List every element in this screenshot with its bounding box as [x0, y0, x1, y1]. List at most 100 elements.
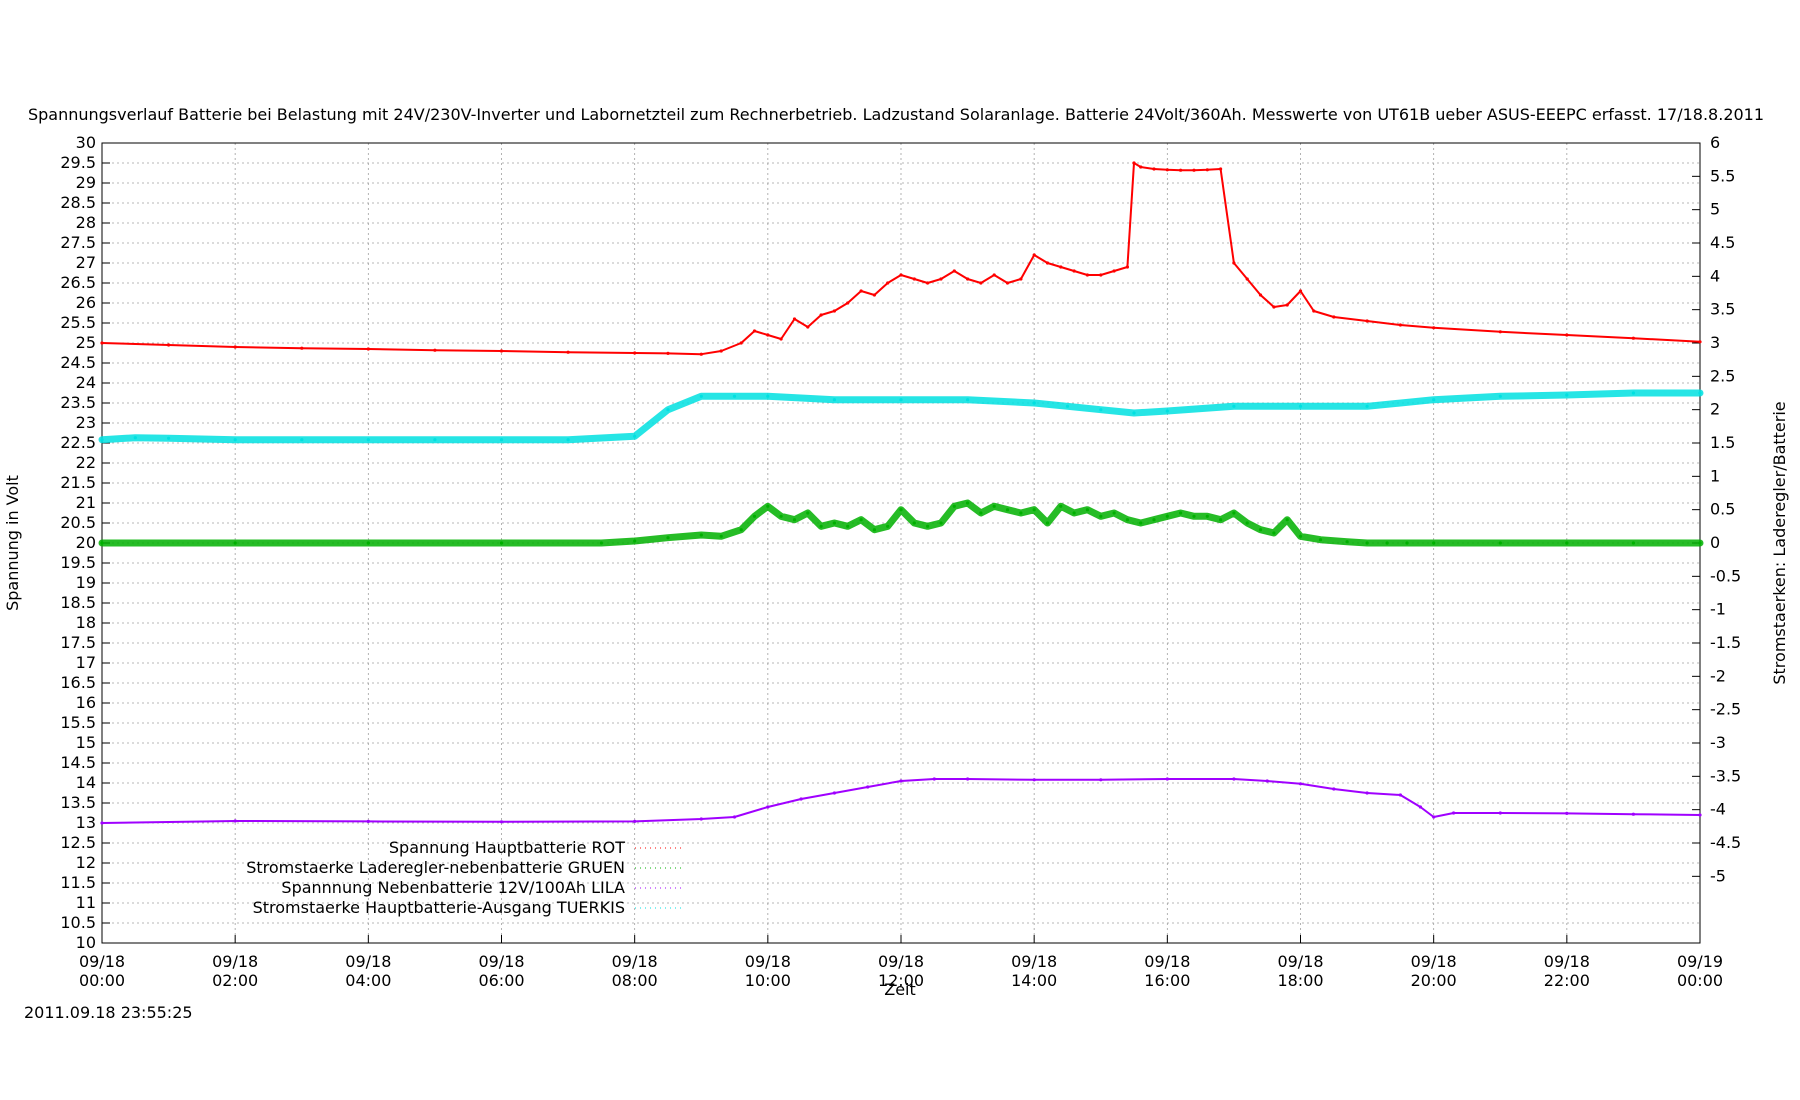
y-axis-label: Spannung in Volt — [3, 475, 22, 611]
data-point — [1631, 391, 1635, 395]
y2-tick-label: 5.5 — [1710, 166, 1735, 185]
y2-tick-label: -4 — [1710, 800, 1726, 819]
data-point — [433, 438, 437, 442]
y2-tick-label: -4.5 — [1710, 833, 1741, 852]
data-point — [779, 514, 783, 518]
x-tick-date: 09/18 — [1411, 952, 1457, 971]
data-point — [233, 819, 237, 823]
x-tick-time: 18:00 — [1277, 971, 1323, 990]
y-tick-label: 12 — [76, 853, 96, 872]
data-point — [979, 511, 983, 515]
data-point — [872, 293, 877, 297]
data-point — [806, 325, 810, 329]
data-point — [1498, 330, 1502, 334]
data-point — [732, 394, 737, 398]
data-point — [1132, 411, 1136, 415]
data-point — [1258, 293, 1263, 297]
y-tick-label: 24.5 — [60, 353, 96, 372]
y2-tick-label: -1 — [1710, 600, 1726, 619]
data-point — [366, 819, 370, 824]
y-tick-label: 26 — [76, 293, 96, 312]
x-tick-time: 06:00 — [478, 971, 524, 990]
data-point — [872, 528, 877, 532]
gridlines — [102, 143, 1700, 943]
data-point — [1258, 528, 1263, 532]
data-point — [752, 329, 757, 333]
data-point — [819, 524, 823, 528]
x-tick-date: 09/18 — [1011, 952, 1057, 971]
y-tick-label: 14 — [76, 773, 96, 792]
legend-label: Spannung Hauptbatterie ROT — [389, 838, 625, 857]
y-tick-label: 16.5 — [60, 673, 96, 692]
data-point — [1125, 518, 1129, 522]
data-point — [1192, 514, 1196, 518]
data-point — [1205, 514, 1209, 518]
y2-tick-label: 1 — [1710, 466, 1720, 485]
data-point — [1099, 514, 1103, 518]
series-layer — [98, 161, 1704, 825]
data-point — [1285, 518, 1289, 522]
y-tick-label: 25.5 — [60, 313, 96, 332]
data-point — [832, 521, 837, 525]
y-tick-label: 17.5 — [60, 633, 96, 652]
data-point — [1179, 168, 1183, 172]
data-point — [1152, 167, 1156, 171]
data-point — [966, 501, 970, 505]
data-point — [832, 309, 837, 313]
y-tick-label: 29 — [76, 173, 96, 192]
data-point — [926, 524, 930, 528]
data-point — [1432, 815, 1436, 819]
data-point — [1385, 541, 1389, 545]
data-point — [366, 541, 370, 545]
data-point — [1132, 161, 1136, 165]
data-point — [666, 408, 670, 412]
y-tick-label: 11.5 — [60, 873, 96, 892]
y-tick-label: 18 — [76, 613, 96, 632]
y-tick-label: 12.5 — [60, 833, 96, 852]
y-tick-label: 13 — [76, 813, 96, 832]
data-point — [1059, 504, 1063, 508]
data-point — [633, 819, 637, 824]
data-point — [846, 301, 850, 305]
y-tick-label: 22.5 — [60, 433, 96, 452]
data-point — [966, 277, 970, 281]
x-tick-date: 09/18 — [612, 952, 658, 971]
data-point — [866, 785, 870, 789]
data-point — [1005, 508, 1010, 512]
data-point — [1032, 253, 1036, 257]
x-tick-date: 09/18 — [212, 952, 258, 971]
y2-tick-label: -2.5 — [1710, 700, 1741, 719]
x-tick-time: 16:00 — [1144, 971, 1190, 990]
y-tick-label: 27.5 — [60, 233, 96, 252]
x-tick-time: 22:00 — [1544, 971, 1590, 990]
data-point — [167, 436, 171, 440]
series-line-2 — [101, 778, 1701, 824]
y2-axis-label: Stromstaerken: Laderegler/Batterie — [1770, 401, 1789, 684]
data-point — [926, 281, 930, 285]
x-tick-date: 09/19 — [1677, 952, 1723, 971]
series-line-1 — [98, 499, 1704, 547]
data-point — [886, 281, 890, 285]
data-point — [766, 394, 770, 398]
data-point — [499, 541, 504, 545]
y2-tick-label: 2.5 — [1710, 366, 1735, 385]
data-point — [952, 269, 956, 273]
data-point — [699, 394, 703, 398]
y2-tick-label: 5 — [1710, 200, 1720, 219]
data-point — [1265, 779, 1269, 783]
y-tick-label: 10.5 — [60, 913, 96, 932]
data-point — [1698, 340, 1702, 344]
data-point — [233, 345, 237, 349]
data-point — [1099, 408, 1103, 412]
data-point — [732, 815, 737, 819]
data-point — [1285, 303, 1289, 307]
data-point — [912, 521, 916, 525]
y-axis-ticks: 1010.51111.51212.51313.51414.51515.51616… — [60, 133, 110, 952]
y-tick-label: 17 — [76, 653, 96, 672]
data-point — [1298, 289, 1303, 293]
data-point — [1165, 168, 1169, 172]
data-point — [1345, 540, 1349, 544]
data-point — [1631, 541, 1635, 545]
x-tick-time: 04:00 — [345, 971, 391, 990]
y2-tick-label: 1.5 — [1710, 433, 1735, 452]
